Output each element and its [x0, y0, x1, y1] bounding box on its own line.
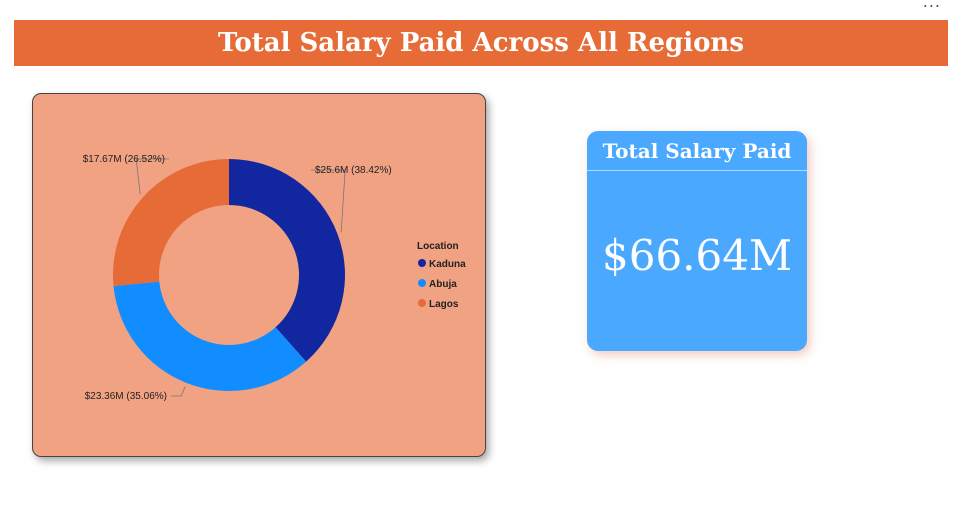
donut-slice-lagos[interactable]	[113, 159, 229, 287]
kpi-label: Total Salary Paid	[602, 138, 792, 163]
donut-chart[interactable]: $25.6M (38.42%) $23.36M (35.06%) $17.67M (…	[33, 94, 485, 456]
data-label-lagos: $17.67M (26.52%)	[83, 154, 165, 165]
page-title: Total Salary Paid Across All Regions	[218, 28, 744, 58]
kpi-header: Total Salary Paid	[587, 131, 807, 171]
leader-line-lagos	[135, 158, 169, 195]
legend-item-kaduna[interactable]: Kaduna	[429, 259, 466, 270]
kpi-body: $66.64M	[587, 171, 807, 351]
data-label-abuja: $23.36M (35.06%)	[85, 391, 167, 402]
legend-item-lagos[interactable]: Lagos	[429, 299, 459, 310]
donut-chart-card[interactable]: $25.6M (38.42%) $23.36M (35.06%) $17.67M (…	[32, 93, 486, 457]
legend-marker-lagos	[418, 299, 426, 307]
kpi-card[interactable]: Total Salary Paid $66.64M	[587, 131, 807, 351]
legend-title: Location	[417, 241, 459, 252]
title-banner: Total Salary Paid Across All Regions	[14, 20, 948, 66]
data-label-kaduna: $25.6M (38.42%)	[315, 165, 392, 176]
legend-marker-kaduna	[418, 259, 426, 267]
leader-line-abuja	[171, 386, 186, 397]
legend-item-abuja[interactable]: Abuja	[429, 279, 457, 290]
donut-slice-abuja[interactable]	[113, 281, 307, 391]
legend-marker-abuja	[418, 279, 426, 287]
leader-line-kaduna	[311, 169, 346, 233]
more-options-icon[interactable]: ...	[922, 0, 941, 11]
donut-slice-kaduna[interactable]	[229, 159, 345, 362]
kpi-value: $66.64M	[602, 230, 792, 280]
